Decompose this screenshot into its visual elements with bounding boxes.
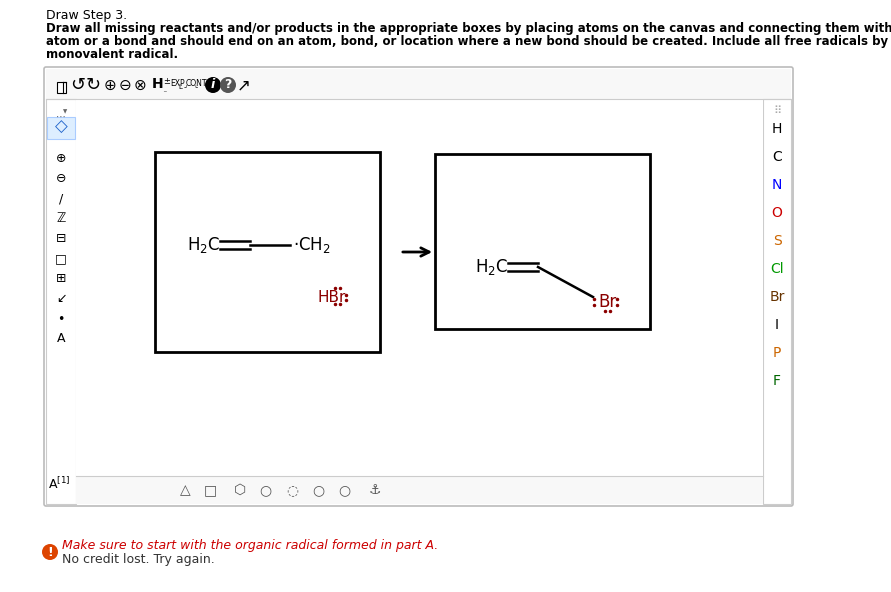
Text: A: A	[57, 333, 65, 346]
Text: ·CH$_2$: ·CH$_2$	[293, 235, 331, 255]
Text: ◌: ◌	[286, 483, 298, 497]
Text: Draw Step 3.: Draw Step 3.	[46, 9, 127, 22]
Text: ⊟: ⊟	[56, 233, 66, 246]
Text: L: L	[178, 84, 182, 90]
Bar	[46, 99, 76, 504]
Text: monovalent radical.: monovalent radical.	[46, 48, 178, 61]
Text: EXP: EXP	[171, 79, 185, 88]
Text: ↙: ↙	[56, 292, 66, 305]
Bar	[763, 99, 791, 504]
Text: H: H	[772, 122, 782, 136]
Bar	[155, 152, 380, 352]
Text: ±: ±	[163, 76, 170, 85]
Text: P: P	[772, 346, 781, 360]
Text: H$_2$C: H$_2$C	[475, 257, 508, 277]
Circle shape	[220, 77, 236, 93]
FancyBboxPatch shape	[44, 67, 793, 506]
Circle shape	[42, 544, 58, 560]
Text: ↗: ↗	[237, 76, 251, 94]
Text: F: F	[773, 374, 781, 388]
Text: ⊕: ⊕	[56, 153, 66, 166]
Text: ↺: ↺	[70, 76, 86, 94]
Text: ?: ?	[225, 79, 232, 92]
Text: S: S	[772, 234, 781, 248]
Bar	[46, 69, 791, 99]
Text: □: □	[203, 483, 217, 497]
Text: ⠿: ⠿	[772, 106, 781, 116]
Text: □: □	[55, 253, 67, 265]
Text: O: O	[772, 206, 782, 220]
Bar	[47, 117, 75, 139]
Text: C: C	[772, 150, 782, 164]
Text: ○: ○	[312, 483, 324, 497]
Text: _: _	[163, 86, 166, 92]
Text: !: !	[47, 545, 53, 558]
Text: ⊖: ⊖	[56, 172, 66, 185]
Text: Make sure to start with the organic radical formed in part A.: Make sure to start with the organic radi…	[62, 539, 438, 552]
Bar	[435, 154, 650, 329]
Text: CONT.: CONT.	[185, 79, 208, 88]
Text: i: i	[211, 79, 215, 92]
Text: H: H	[152, 77, 164, 91]
Text: ⊗: ⊗	[134, 78, 146, 92]
Text: ℤ: ℤ	[56, 213, 66, 226]
Text: H$_2$C: H$_2$C	[187, 235, 220, 255]
Text: Br: Br	[598, 293, 617, 311]
Bar	[76, 476, 763, 504]
Circle shape	[205, 77, 221, 93]
Bar	[57, 82, 66, 93]
Text: ○: ○	[259, 483, 271, 497]
Text: ↻: ↻	[86, 76, 101, 94]
Text: atom or a bond and should end on an atom, bond, or location where a new bond sho: atom or a bond and should end on an atom…	[46, 35, 891, 48]
Text: ⊕: ⊕	[103, 78, 117, 92]
Text: N: N	[772, 178, 782, 192]
Text: $\llcorner$: $\llcorner$	[193, 84, 199, 90]
Bar	[76, 99, 763, 504]
Text: •: •	[57, 313, 65, 326]
Text: △: △	[180, 483, 191, 497]
Text: Cl: Cl	[770, 262, 784, 276]
Text: $\lrcorner$: $\lrcorner$	[183, 84, 187, 90]
Text: Br: Br	[769, 290, 785, 304]
Text: ⚓: ⚓	[369, 483, 381, 497]
Text: ○: ○	[338, 483, 350, 497]
Text: ◇: ◇	[54, 118, 68, 136]
Text: /: /	[59, 192, 63, 205]
Text: ⋯: ⋯	[56, 112, 66, 122]
Text: A$^{[1]}$: A$^{[1]}$	[48, 476, 70, 492]
Text: I: I	[775, 318, 779, 332]
Text: ▼: ▼	[63, 109, 67, 114]
Text: No credit lost. Try again.: No credit lost. Try again.	[62, 552, 215, 565]
Text: HBr: HBr	[318, 289, 347, 304]
Text: ⬡: ⬡	[234, 483, 246, 497]
Text: ⊖: ⊖	[119, 78, 131, 92]
Text: Draw all missing reactants and/or products in the appropriate boxes by placing a: Draw all missing reactants and/or produc…	[46, 22, 891, 35]
Text: ⊞: ⊞	[56, 272, 66, 285]
